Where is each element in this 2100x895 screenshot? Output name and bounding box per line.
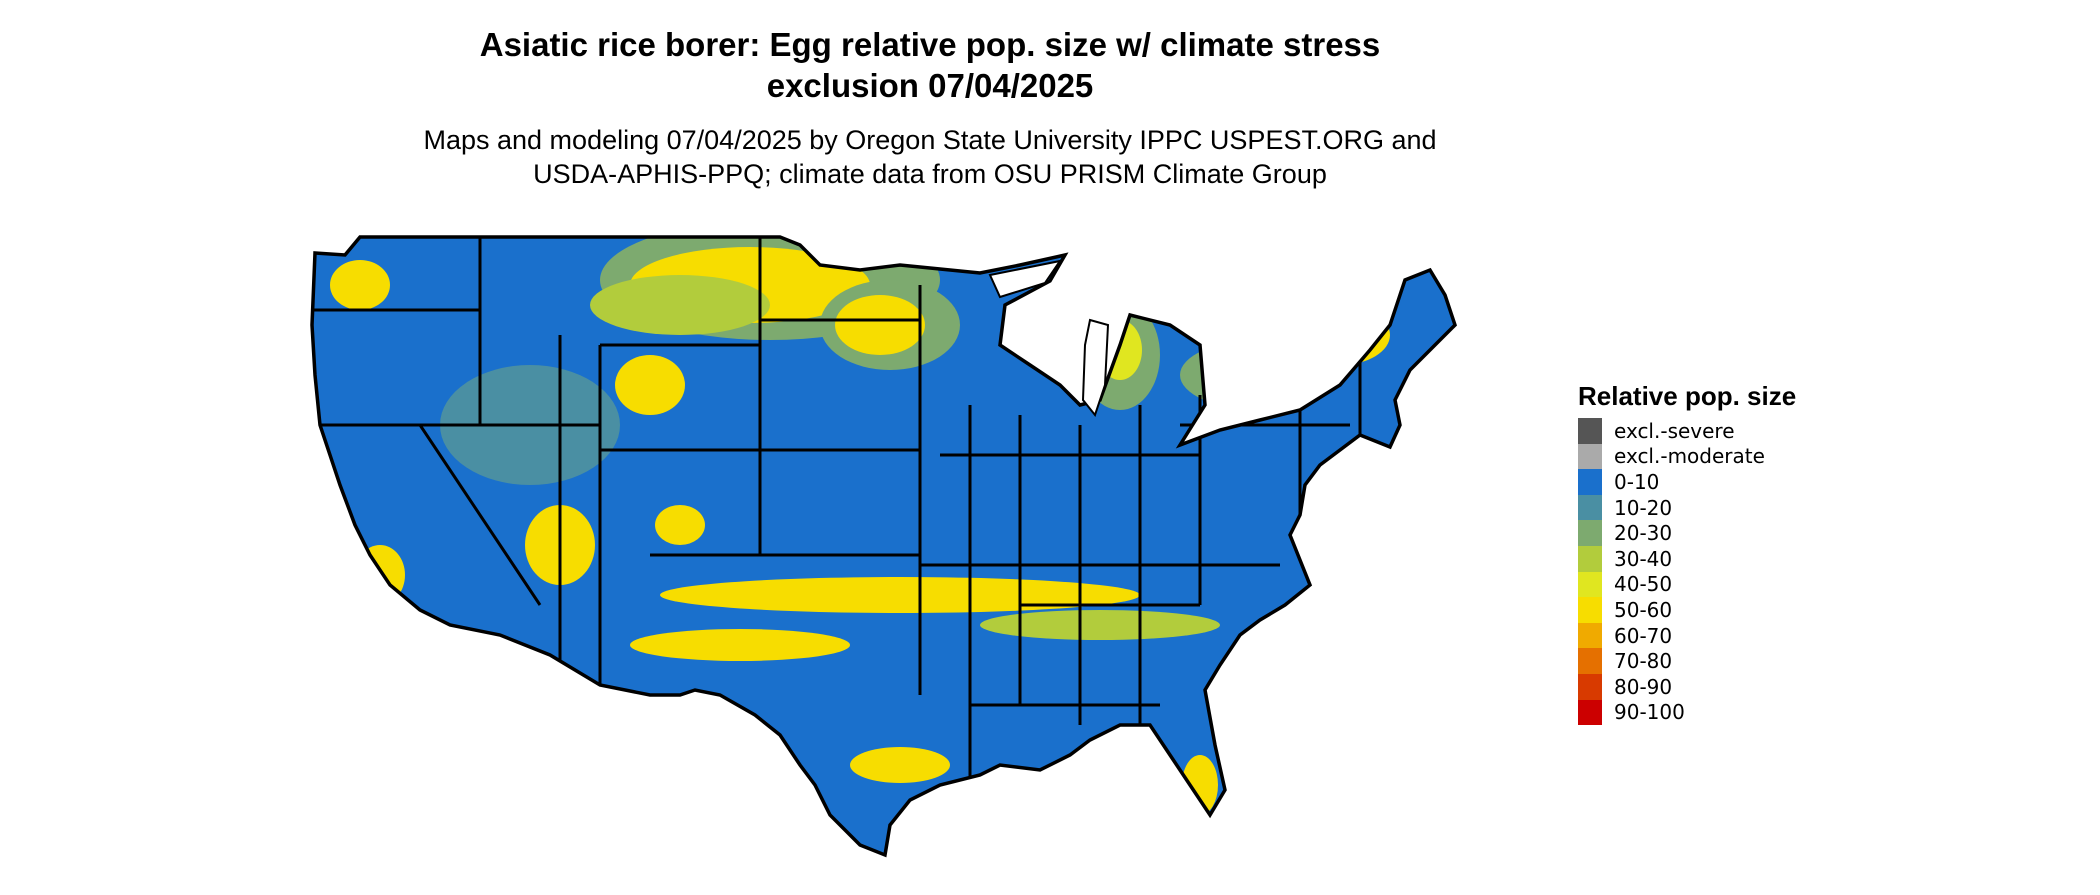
legend-title: Relative pop. size bbox=[1578, 381, 1797, 411]
legend-item: 10-20 bbox=[1578, 494, 1796, 521]
title-line-1: Asiatic rice borer: Egg relative pop. si… bbox=[479, 26, 1381, 63]
legend-swatch bbox=[1578, 597, 1602, 623]
map-title: Asiatic rice borer: Egg relative pop. si… bbox=[0, 24, 1860, 106]
legend-swatch bbox=[1578, 494, 1602, 521]
zone-california-yellow bbox=[355, 545, 405, 605]
zone-southern-belt-light bbox=[980, 610, 1220, 640]
legend-item: 0-10 bbox=[1578, 469, 1796, 495]
legend-label: 80-90 bbox=[1614, 674, 1673, 699]
legend-swatch bbox=[1578, 418, 1602, 444]
legend-label: 20-30 bbox=[1614, 521, 1673, 546]
lake-superior bbox=[988, 259, 1063, 299]
zone-new-mexico-yellow bbox=[655, 505, 705, 545]
legend-swatch bbox=[1578, 699, 1602, 726]
legend-item: 20-30 bbox=[1578, 520, 1796, 546]
zone-great-lakes-yellow bbox=[835, 295, 925, 355]
legend-swatch bbox=[1578, 622, 1602, 649]
us-outline bbox=[310, 235, 1458, 858]
zone-dakotas-light bbox=[590, 275, 770, 335]
legend-label: 0-10 bbox=[1614, 469, 1660, 494]
state-border bbox=[418, 424, 542, 606]
legend-label: 70-80 bbox=[1614, 649, 1673, 674]
legend: Relative pop. size excl.-severe excl.-mod… bbox=[1578, 380, 1797, 726]
legend-items: excl.-severe excl.-moderate 0-10 10-20 20-30… bbox=[1578, 418, 1796, 726]
legend-swatch bbox=[1578, 545, 1602, 572]
great-lakes bbox=[988, 259, 1110, 418]
zone-northeast-yellow bbox=[1290, 305, 1390, 365]
legend-item: 30-40 bbox=[1578, 545, 1796, 572]
zone-southern-belt-yellow bbox=[660, 577, 1140, 613]
zone-pacific-nw-yellow bbox=[330, 260, 390, 310]
legend-label: 10-20 bbox=[1614, 495, 1673, 520]
legend-label: 50-60 bbox=[1614, 597, 1673, 622]
legend-swatch bbox=[1578, 520, 1602, 546]
legend-item: excl.-severe bbox=[1578, 418, 1796, 444]
zone-texas-yellow bbox=[630, 629, 850, 661]
legend-label: excl.-moderate bbox=[1614, 444, 1765, 469]
zone-gulf-yellow bbox=[850, 747, 950, 783]
legend-swatch bbox=[1578, 469, 1602, 495]
title-line-2: exclusion 07/04/2025 bbox=[766, 67, 1094, 104]
legend-item: 60-70 bbox=[1578, 622, 1796, 649]
legend-swatch bbox=[1578, 443, 1602, 470]
legend-item: excl.-moderate bbox=[1578, 443, 1796, 470]
legend-item: 40-50 bbox=[1578, 571, 1796, 598]
legend-swatch bbox=[1578, 571, 1602, 598]
map-subtitle: Maps and modeling 07/04/2025 by Oregon S… bbox=[0, 123, 1860, 191]
legend-label: 60-70 bbox=[1614, 623, 1673, 648]
legend-item: 50-60 bbox=[1578, 597, 1796, 623]
legend-label: excl.-severe bbox=[1614, 418, 1735, 443]
legend-label: 90-100 bbox=[1614, 700, 1685, 725]
legend-item: 80-90 bbox=[1578, 673, 1796, 700]
legend-swatch bbox=[1578, 648, 1602, 674]
subtitle-line-1: Maps and modeling 07/04/2025 by Oregon S… bbox=[423, 125, 1437, 155]
legend-label: 40-50 bbox=[1614, 572, 1673, 597]
us-population-map bbox=[310, 235, 1458, 858]
zone-florida-yellow bbox=[1182, 755, 1218, 815]
population-zones bbox=[312, 237, 1455, 855]
subtitle-line-2: USDA-APHIS-PPQ; climate data from OSU PR… bbox=[533, 159, 1327, 189]
legend-item: 70-80 bbox=[1578, 648, 1796, 674]
legend-label: 30-40 bbox=[1614, 546, 1673, 571]
legend-item: 90-100 bbox=[1578, 699, 1796, 726]
lake-michigan bbox=[1081, 318, 1110, 418]
zone-colorado-yellow bbox=[615, 355, 685, 415]
legend-swatch bbox=[1578, 673, 1602, 700]
state-borders bbox=[312, 237, 1362, 785]
